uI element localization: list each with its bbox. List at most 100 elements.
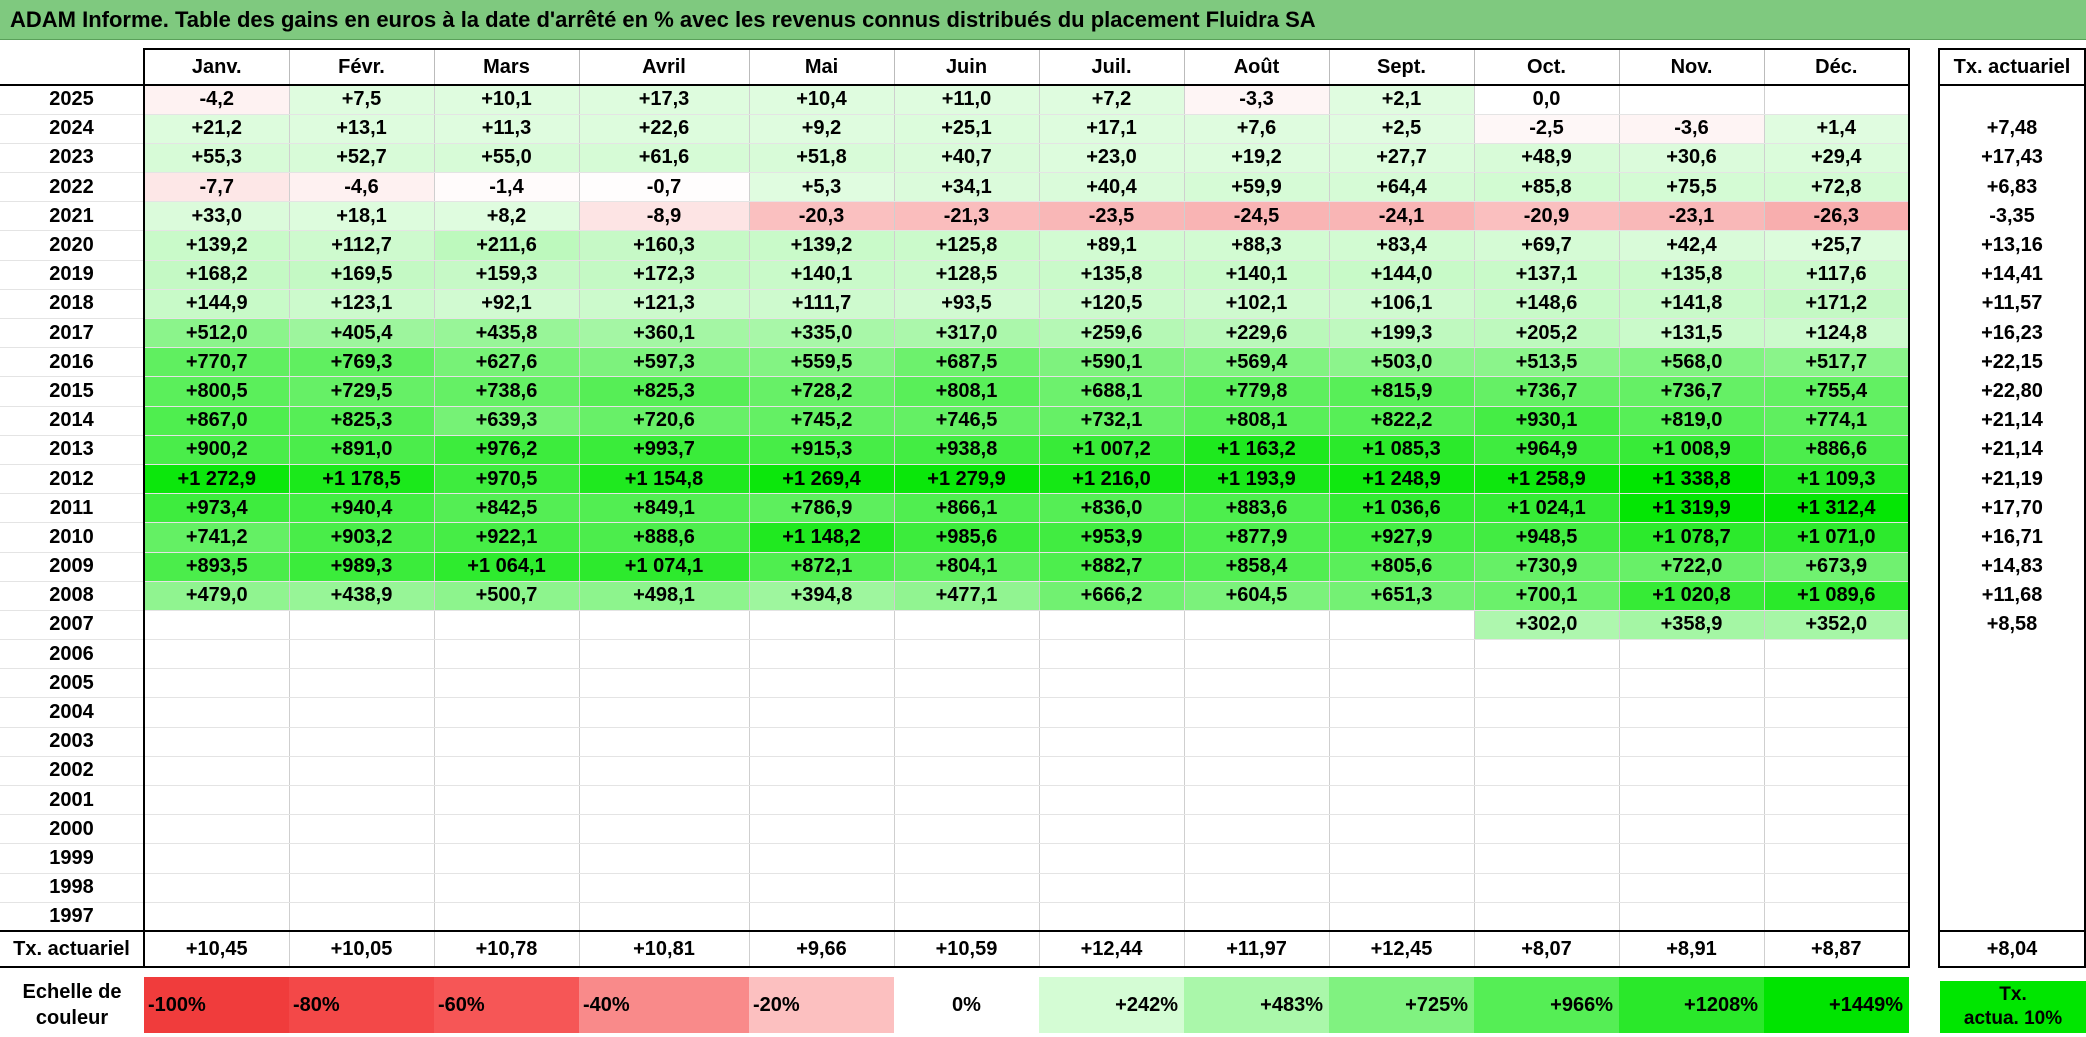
gain-cell: +172,3 bbox=[578, 260, 749, 290]
year-row: 2008 +479,0 +438,9 +500,7 +498,1 +394,8 +477,1… bbox=[0, 581, 1910, 611]
gain-cell: +75,5 bbox=[1618, 172, 1764, 203]
gain-cell: +746,5 bbox=[893, 406, 1039, 436]
actuarial-rate-cell bbox=[1938, 785, 2086, 815]
color-scale-swatch: 0% bbox=[894, 977, 1039, 1033]
gain-cell bbox=[433, 785, 579, 816]
gain-cell bbox=[1038, 873, 1184, 903]
year-label: 2024 bbox=[0, 114, 145, 144]
gain-cell bbox=[893, 610, 1039, 641]
actuarial-rate-cell: +11,68 bbox=[1938, 581, 2086, 611]
gain-cell bbox=[1618, 639, 1764, 670]
actuarial-rate-cell bbox=[1938, 756, 2086, 786]
gain-cell bbox=[288, 902, 434, 933]
gain-cell bbox=[433, 668, 579, 699]
gain-cell: +144,9 bbox=[143, 289, 289, 320]
gain-cell bbox=[578, 785, 749, 816]
year-label: 2013 bbox=[0, 435, 145, 465]
gain-cell: +741,2 bbox=[143, 522, 289, 553]
gain-cell: +83,4 bbox=[1328, 230, 1474, 261]
actuarial-rate-cell: +8,58 bbox=[1938, 610, 2086, 640]
actuarial-row: +22,15 bbox=[1938, 347, 2086, 377]
gain-cell: +800,5 bbox=[143, 376, 289, 407]
gain-cell: +808,1 bbox=[893, 376, 1039, 407]
actuarial-row bbox=[1938, 756, 2086, 786]
gain-cell: +964,9 bbox=[1473, 435, 1619, 465]
gain-cell bbox=[1618, 814, 1764, 845]
gain-cell bbox=[1328, 727, 1474, 757]
gain-cell bbox=[1763, 843, 1910, 874]
gain-cell: +229,6 bbox=[1183, 318, 1329, 349]
gain-cell: +199,3 bbox=[1328, 318, 1474, 349]
gain-cell: +732,1 bbox=[1038, 406, 1184, 436]
gain-cell bbox=[1183, 668, 1329, 699]
header-corner bbox=[0, 49, 144, 86]
gain-cell bbox=[1038, 639, 1184, 670]
color-scale-swatch: -20% bbox=[749, 977, 894, 1033]
gain-cell: +1 024,1 bbox=[1473, 493, 1619, 524]
color-scale-label-line1: Echelle de bbox=[22, 981, 122, 1003]
gain-cell: +867,0 bbox=[143, 406, 289, 436]
gain-cell: +17,3 bbox=[578, 85, 749, 115]
year-label: 2002 bbox=[0, 756, 145, 787]
gain-cell bbox=[433, 843, 579, 874]
gain-cell: +590,1 bbox=[1038, 347, 1184, 378]
gain-cell bbox=[288, 814, 434, 845]
gain-cell: +1 089,6 bbox=[1763, 581, 1910, 611]
gain-cell bbox=[1038, 843, 1184, 874]
gain-cell: +627,6 bbox=[433, 347, 579, 378]
year-row: 2012 +1 272,9 +1 178,5 +970,5 +1 154,8 +1 269… bbox=[0, 464, 1910, 495]
gain-cell: +1 154,8 bbox=[578, 464, 749, 495]
actuarial-row bbox=[1938, 873, 2086, 903]
gain-cell: +688,1 bbox=[1038, 376, 1184, 407]
gain-cell: +720,6 bbox=[578, 406, 749, 436]
gain-cell bbox=[748, 639, 894, 670]
year-label: 2015 bbox=[0, 376, 145, 407]
gain-cell: +435,8 bbox=[433, 318, 579, 349]
gain-cell: +18,1 bbox=[288, 201, 434, 232]
gain-cell: +438,9 bbox=[288, 581, 434, 611]
gain-cell bbox=[893, 639, 1039, 670]
actuarial-rate-cell: +14,41 bbox=[1938, 260, 2086, 290]
gain-cell: +106,1 bbox=[1328, 289, 1474, 320]
gain-cell: +72,8 bbox=[1763, 172, 1910, 203]
gain-cell bbox=[578, 902, 749, 933]
actuarial-row: +17,43 bbox=[1938, 143, 2086, 173]
gain-cell: +953,9 bbox=[1038, 522, 1184, 553]
actuarial-rate-cell: +13,16 bbox=[1938, 230, 2086, 261]
gain-cell: -26,3 bbox=[1763, 201, 1910, 232]
gain-cell bbox=[893, 785, 1039, 816]
gain-cell: +1 074,1 bbox=[578, 552, 749, 582]
year-row: 2014 +867,0 +825,3 +639,3 +720,6 +745,2 +746,5… bbox=[0, 406, 1910, 436]
gain-cell: +745,2 bbox=[748, 406, 894, 436]
gain-cell bbox=[1618, 902, 1764, 933]
gain-cell bbox=[1763, 639, 1910, 670]
gain-cell: +85,8 bbox=[1473, 172, 1619, 203]
year-row: 2011 +973,4 +940,4 +842,5 +849,1 +786,9 +866,1… bbox=[0, 493, 1910, 524]
gain-cell: -21,3 bbox=[893, 201, 1039, 232]
gain-cell bbox=[1328, 902, 1474, 933]
footer-rate-cell: +8,07 bbox=[1473, 930, 1619, 969]
gain-cell: +1 064,1 bbox=[433, 552, 579, 582]
gain-cell bbox=[748, 756, 894, 787]
actuarial-row bbox=[1938, 843, 2086, 874]
gain-cell bbox=[893, 756, 1039, 787]
year-row: 2006 bbox=[0, 639, 1910, 670]
actuarial-rate-cell: +17,70 bbox=[1938, 493, 2086, 523]
month-header: Août bbox=[1183, 48, 1329, 86]
gain-cell: +360,1 bbox=[578, 318, 749, 349]
gain-cell: +722,0 bbox=[1618, 552, 1764, 582]
gain-cell: +30,6 bbox=[1618, 143, 1764, 174]
gain-cell bbox=[433, 756, 579, 787]
gain-cell bbox=[143, 902, 289, 933]
year-row: 2025 -4,2 +7,5 +10,1 +17,3 +10,4 +11,0 +7,2 -3,3… bbox=[0, 85, 1910, 115]
year-row: 2024 +21,2 +13,1 +11,3 +22,6 +9,2 +25,1 +17,1 +7… bbox=[0, 114, 1910, 144]
year-label: 2005 bbox=[0, 668, 145, 699]
gain-cell: +503,0 bbox=[1328, 347, 1474, 378]
gain-cell: +728,2 bbox=[748, 376, 894, 407]
gain-cell: +769,3 bbox=[288, 347, 434, 378]
actuarial-row: +14,41 bbox=[1938, 260, 2086, 290]
actuarial-row: +21,14 bbox=[1938, 406, 2086, 436]
gain-cell bbox=[433, 727, 579, 757]
color-scale-label-line2: couleur bbox=[35, 1007, 109, 1029]
year-row: 1999 bbox=[0, 843, 1910, 874]
